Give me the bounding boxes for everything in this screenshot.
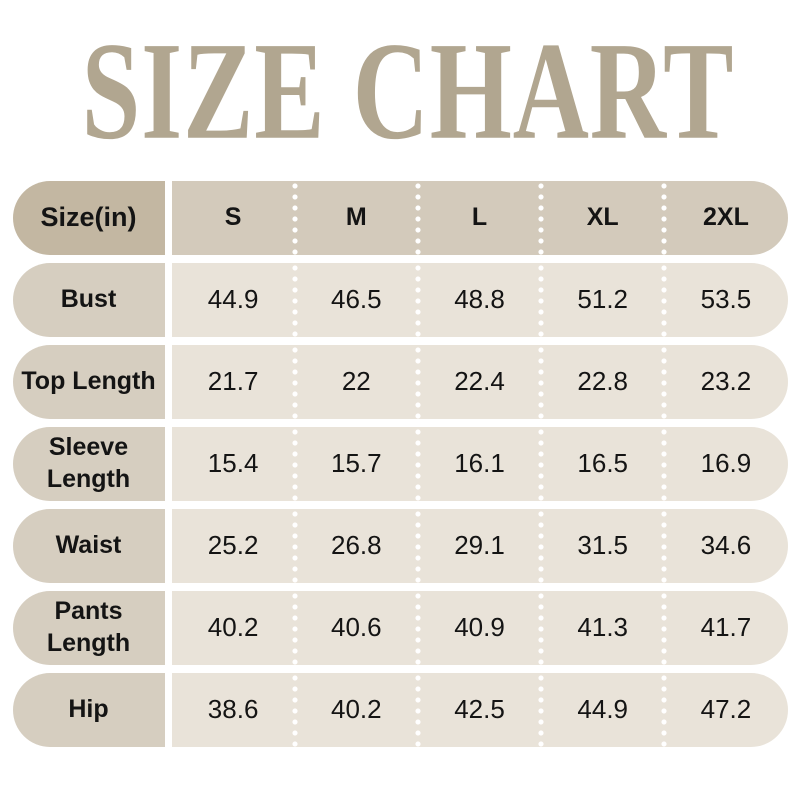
value-cell: 40.2 xyxy=(207,612,259,643)
value-cell: 40.9 xyxy=(414,590,541,665)
table-header-row: Size(in) S M L XL 2XL xyxy=(12,180,788,255)
row-values: 40.2 40.6 40.9 41.3 41.7 xyxy=(171,590,788,665)
value-cell: 25.2 xyxy=(207,530,259,561)
column-header-xl: XL xyxy=(538,180,664,255)
row-values: 25.2 26.8 29.1 31.5 34.6 xyxy=(171,508,788,583)
value-cell: 34.6 xyxy=(661,508,787,583)
row-label: Pants Length xyxy=(12,590,165,665)
page-title-text: SIZE CHART xyxy=(81,12,735,169)
value-cell: 21.7 xyxy=(207,366,259,397)
value-cell: 41.7 xyxy=(661,590,787,665)
size-table: Size(in) S M L XL 2XL Bust 44.9 46.5 48.… xyxy=(12,180,788,747)
table-row-hip: Hip 38.6 40.2 42.5 44.9 47.2 xyxy=(12,672,788,747)
row-label: Bust xyxy=(12,262,165,337)
column-header-l: L xyxy=(414,180,541,255)
row-label: Waist xyxy=(12,508,165,583)
row-label: Top Length xyxy=(12,344,165,419)
value-cell: 16.9 xyxy=(661,426,787,501)
row-values: 15.4 15.7 16.1 16.5 16.9 xyxy=(171,426,788,501)
row-values: 44.9 46.5 48.8 51.2 53.5 xyxy=(171,262,788,337)
value-cell: 15.4 xyxy=(207,448,259,479)
value-cell: 53.5 xyxy=(661,262,787,337)
value-cell: 16.1 xyxy=(414,426,541,501)
value-cell: 40.6 xyxy=(291,590,418,665)
value-cell: 51.2 xyxy=(538,262,664,337)
value-cell: 38.6 xyxy=(207,694,259,725)
value-cell: 41.3 xyxy=(538,590,664,665)
value-cell: 40.2 xyxy=(291,672,418,747)
row-values: 38.6 40.2 42.5 44.9 47.2 xyxy=(171,672,788,747)
table-row-sleeve-length: Sleeve Length 15.4 15.7 16.1 16.5 16.9 xyxy=(12,426,788,501)
row-values: 21.7 22 22.4 22.8 23.2 xyxy=(171,344,788,419)
row-label: Sleeve Length xyxy=(12,426,165,501)
value-cell: 44.9 xyxy=(538,672,664,747)
column-header-2xl: 2XL xyxy=(661,180,787,255)
table-row-pants-length: Pants Length 40.2 40.6 40.9 41.3 41.7 xyxy=(12,590,788,665)
page-title: SIZE CHART xyxy=(0,17,800,163)
value-cell: 44.9 xyxy=(207,284,259,315)
value-cell: 47.2 xyxy=(661,672,787,747)
table-row-top-length: Top Length 21.7 22 22.4 22.8 23.2 xyxy=(12,344,788,419)
value-cell: 22 xyxy=(291,344,418,419)
table-row-waist: Waist 25.2 26.8 29.1 31.5 34.6 xyxy=(12,508,788,583)
column-header-s: S xyxy=(224,203,242,232)
value-cell: 16.5 xyxy=(538,426,664,501)
header-columns: S M L XL 2XL xyxy=(171,180,788,255)
value-cell: 15.7 xyxy=(291,426,418,501)
value-cell: 46.5 xyxy=(291,262,418,337)
row-label: Hip xyxy=(12,672,165,747)
value-cell: 29.1 xyxy=(414,508,541,583)
header-unit-cell: Size(in) xyxy=(12,180,165,255)
value-cell: 26.8 xyxy=(291,508,418,583)
value-cell: 22.4 xyxy=(414,344,541,419)
value-cell: 31.5 xyxy=(538,508,664,583)
table-row-bust: Bust 44.9 46.5 48.8 51.2 53.5 xyxy=(12,262,788,337)
column-header-m: M xyxy=(291,180,418,255)
value-cell: 48.8 xyxy=(414,262,541,337)
value-cell: 23.2 xyxy=(661,344,787,419)
value-cell: 22.8 xyxy=(538,344,664,419)
value-cell: 42.5 xyxy=(414,672,541,747)
